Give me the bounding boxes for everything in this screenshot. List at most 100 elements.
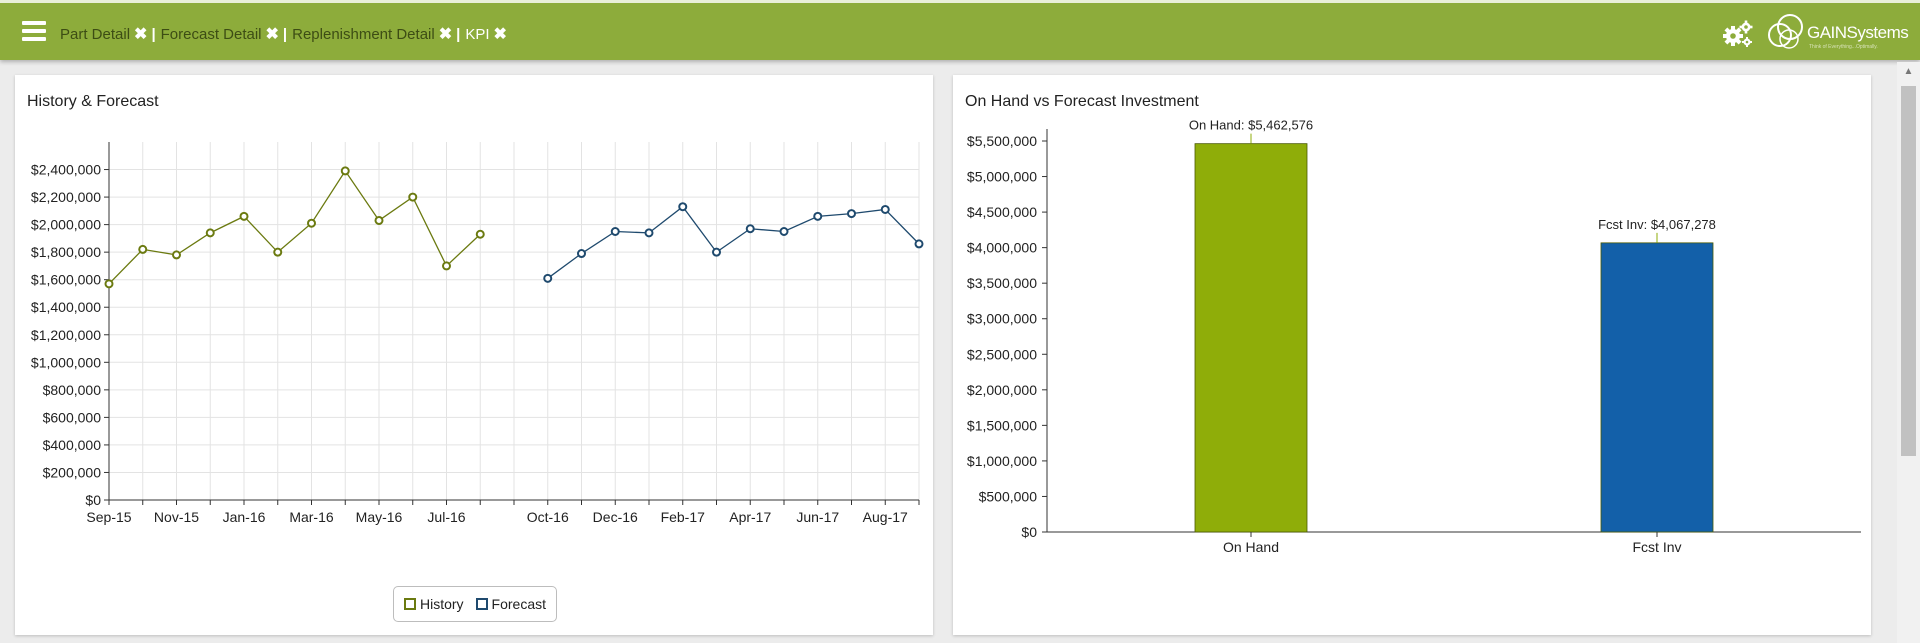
gainsystems-logo: GAINSystems Think of Everything...Optima… (1764, 11, 1914, 55)
data-point-forecast (678, 202, 688, 212)
data-point-forecast (577, 249, 586, 259)
scroll-up-arrow-icon[interactable]: ▲ (1903, 66, 1914, 77)
gears-icon[interactable] (1722, 19, 1754, 49)
vertical-scrollbar[interactable]: ▲ (1897, 62, 1920, 643)
tab-label[interactable]: KPI (465, 25, 490, 43)
panel-title: On Hand vs Forecast Investment (965, 93, 1199, 110)
legend-label: Forecast (491, 596, 547, 612)
y-tick-label: $1,600,000 (31, 272, 101, 288)
y-tick-label: $4,000,000 (967, 240, 1037, 256)
close-icon[interactable]: ✖ (134, 26, 148, 43)
data-point-forecast (779, 227, 789, 236)
data-point-forecast (543, 273, 553, 283)
tab-strip: Part Detail ✖ | Forecast Detail ✖ | Repl… (60, 23, 507, 45)
data-point-history (172, 250, 181, 260)
data-point-forecast (813, 211, 823, 221)
x-tick-label: Jul-16 (427, 509, 465, 525)
legend-label: History (419, 596, 464, 612)
y-tick-label: $5,000,000 (967, 169, 1037, 185)
series-line-forecast (547, 205, 920, 279)
x-tick-label: Fcst Inv (1632, 539, 1681, 555)
data-point-history (205, 228, 215, 238)
data-point-history (442, 261, 451, 271)
legend-swatch-history (403, 598, 416, 610)
x-tick-label: Mar-16 (289, 509, 334, 525)
chart-legend: History Forecast (393, 586, 557, 622)
y-tick-label: $1,400,000 (31, 299, 101, 315)
data-point-history (239, 211, 249, 221)
data-point-forecast (644, 228, 654, 238)
y-tick-label: $3,000,000 (967, 311, 1037, 327)
y-tick-label: $0 (85, 492, 101, 508)
tab-label[interactable]: Forecast Detail (160, 25, 262, 43)
bar-fcst-inv (1600, 242, 1714, 533)
data-point-forecast (745, 224, 755, 234)
data-point-history (273, 247, 283, 257)
bar-on-hand (1194, 143, 1308, 533)
y-tick-label: $800,000 (43, 382, 102, 398)
data-point-forecast (847, 209, 856, 219)
y-tick-label: $1,500,000 (967, 417, 1037, 433)
series-line-history (108, 169, 481, 285)
data-point-history (104, 279, 114, 289)
data-label: On Hand: $5,462,576 (1189, 118, 1313, 133)
tab-separator: | (151, 25, 156, 43)
data-point-history (340, 166, 350, 176)
tab-kpi[interactable]: KPI ✖ (465, 24, 507, 44)
legend-item-history[interactable]: History (403, 596, 464, 612)
tab-part-detail[interactable]: Part Detail ✖ | (60, 24, 161, 44)
close-icon[interactable]: ✖ (265, 26, 279, 43)
history-forecast-chart: $0 $200,000 $400,000 $600,000 $800,000 $1,000… (31, 142, 924, 525)
investment-bar-chart: $0 $500,000 $1,000,000 $1,500,000 $2,000,000… (967, 118, 1861, 555)
x-tick-label: May-16 (356, 509, 403, 525)
data-point-forecast (610, 227, 620, 236)
close-icon[interactable]: ✖ (493, 26, 507, 43)
x-tick-label: Sep-15 (86, 509, 131, 525)
menu-icon[interactable] (22, 21, 46, 41)
x-tick-label: Jun-17 (796, 509, 839, 525)
tab-separator: | (282, 25, 288, 43)
tab-separator: | (456, 25, 461, 43)
scroll-thumb[interactable] (1901, 86, 1916, 456)
data-point-history (374, 215, 384, 225)
data-point-forecast (880, 204, 890, 214)
y-tick-label: $2,000,000 (967, 382, 1037, 398)
data-point-history (307, 218, 316, 228)
data-point-forecast (914, 239, 924, 249)
top-bar: Part Detail ✖ | Forecast Detail ✖ | Repl… (0, 0, 1920, 60)
legend-swatch-forecast (475, 598, 488, 610)
y-tick-label: $1,800,000 (31, 244, 101, 260)
y-tick-label: $1,000,000 (967, 453, 1037, 469)
y-tick-label: $2,200,000 (31, 189, 101, 205)
tab-label[interactable]: Part Detail (60, 25, 131, 43)
tab-forecast-detail[interactable]: Forecast Detail ✖ | (161, 24, 292, 44)
y-tick-label: $0 (1021, 524, 1037, 540)
y-tick-label: $600,000 (43, 409, 102, 425)
y-tick-label: $2,000,000 (31, 217, 101, 233)
y-tick-label: $5,500,000 (967, 133, 1037, 149)
y-tick-label: $2,500,000 (967, 346, 1037, 362)
x-tick-label: Aug-17 (863, 509, 908, 525)
y-tick-label: $500,000 (979, 488, 1038, 504)
data-point-history (408, 192, 418, 202)
x-tick-label: Nov-15 (154, 509, 199, 525)
tab-replenishment-detail[interactable]: Replenishment Detail ✖ | (292, 24, 465, 44)
data-point-history (138, 244, 148, 254)
x-tick-label: Feb-17 (661, 509, 706, 525)
tab-label[interactable]: Replenishment Detail (292, 25, 435, 43)
close-icon[interactable]: ✖ (438, 26, 453, 43)
x-tick-label: On Hand (1223, 539, 1279, 555)
data-point-history (475, 229, 485, 239)
panel-title: History & Forecast (27, 93, 159, 110)
legend-item-forecast[interactable]: Forecast (475, 596, 547, 612)
logo-text: GAINSystems (1807, 23, 1909, 42)
y-tick-label: $400,000 (43, 437, 102, 453)
x-tick-label: Apr-17 (729, 509, 771, 525)
x-tick-label: Dec-16 (593, 509, 638, 525)
data-label: Fcst Inv: $4,067,278 (1598, 217, 1716, 232)
y-tick-label: $3,500,000 (967, 275, 1037, 291)
data-point-forecast (712, 247, 721, 257)
y-tick-label: $2,400,000 (31, 162, 101, 178)
history-forecast-panel: History & Forecast $0 $200,000 $400,000 $60… (15, 75, 933, 635)
y-tick-label: $1,000,000 (31, 354, 101, 370)
